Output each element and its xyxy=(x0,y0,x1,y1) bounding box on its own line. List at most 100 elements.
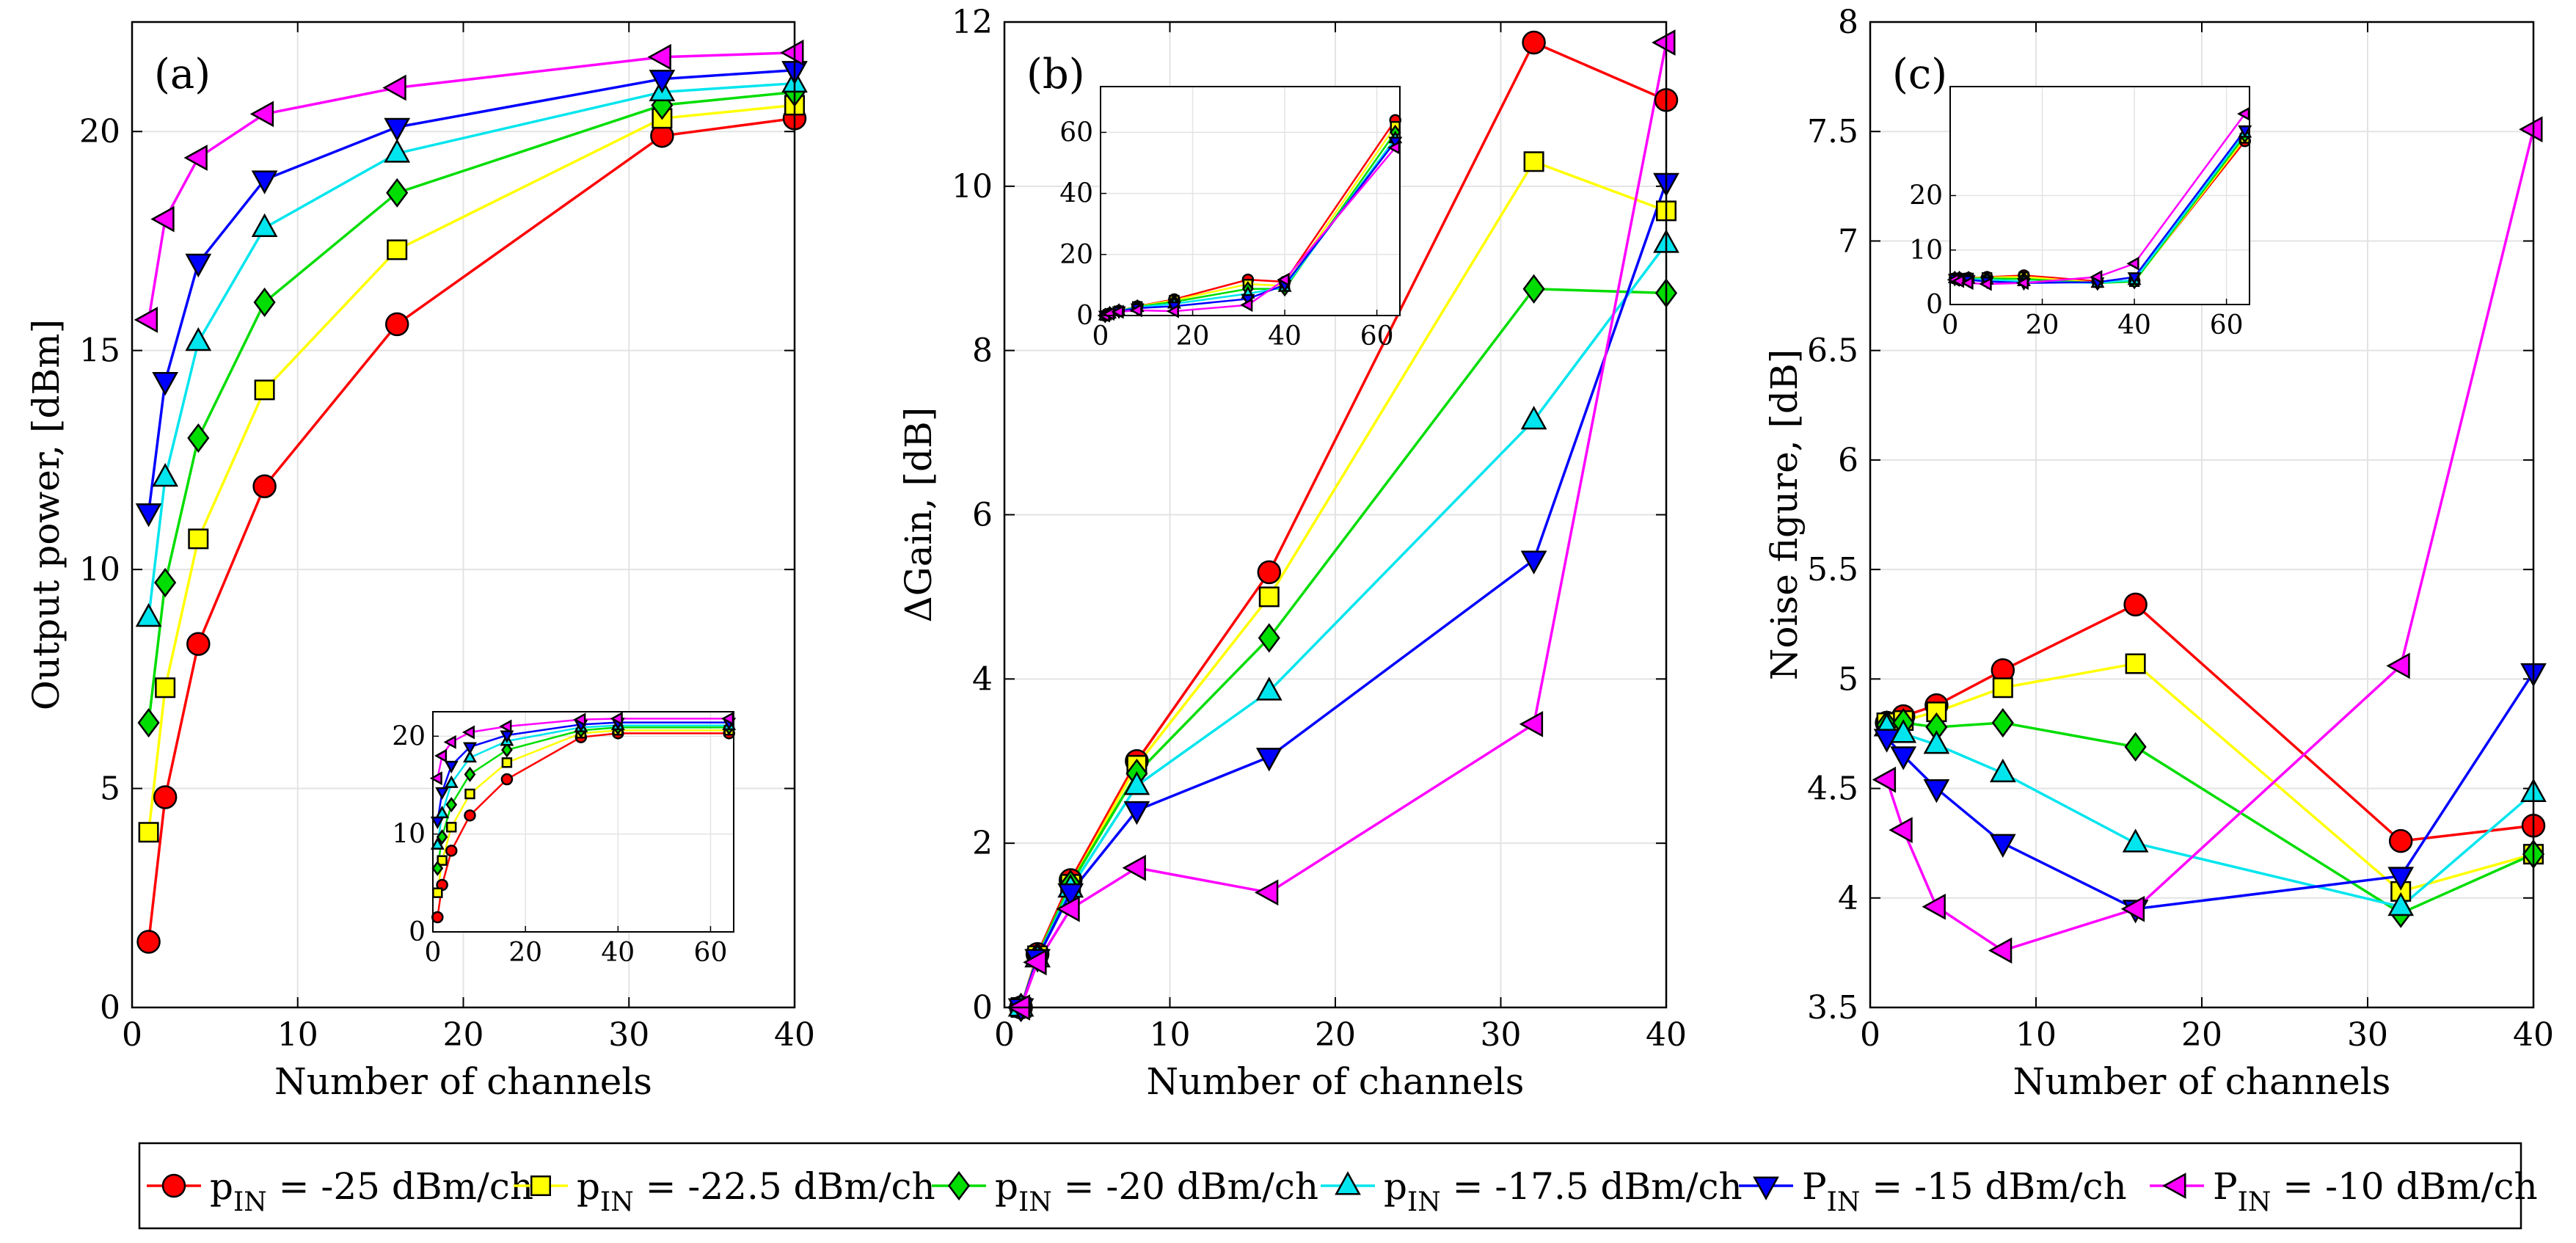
legend-subscript: IN xyxy=(233,1187,267,1217)
data-point-s2 xyxy=(188,528,209,550)
inset-frame xyxy=(1100,86,1401,316)
data-point-s5 xyxy=(185,253,212,278)
legend-value: = -10 dBm/ch xyxy=(2271,1165,2537,1208)
inset-x-tick-label: 20 xyxy=(1176,321,1210,351)
data-point-s1 xyxy=(2388,828,2413,853)
data-point-s6 xyxy=(2386,652,2410,679)
legend-label-2: pIN = -22.5 dBm/ch xyxy=(577,1165,935,1217)
inset-data-point-s6 xyxy=(1166,304,1179,318)
x-tick-label: 20 xyxy=(2181,1016,2222,1054)
inset-b: 0 20 40 60 0 20 40 60 xyxy=(1059,86,1403,351)
data-point-s4 xyxy=(1520,405,1547,430)
data-point-s1 xyxy=(153,785,178,809)
legend-marker-1 xyxy=(161,1173,186,1198)
data-point-s6 xyxy=(1519,711,1544,737)
data-point-s3 xyxy=(386,178,409,208)
inset-data-point-s3 xyxy=(431,860,444,876)
inset-data-point-s5 xyxy=(2127,272,2142,285)
inset-x-tick-label: 0 xyxy=(1092,321,1109,351)
inset-data-point-s6 xyxy=(610,711,623,726)
inset-a: 0 20 40 60 0 10 20 xyxy=(392,711,737,968)
data-point-s6 xyxy=(1872,766,1897,793)
panel-b: 0 10 20 30 40 0 2 4 6 8 10 12 (b) Number of channels Δ… xyxy=(897,4,1687,1103)
y-tick-label: 10 xyxy=(952,168,993,205)
inset-data-point-s2 xyxy=(432,887,443,898)
data-point-s6 xyxy=(1023,949,1047,976)
legend-value: = -25 dBm/ch xyxy=(267,1165,533,1208)
inset-series-line-2 xyxy=(437,729,729,893)
inset-y-tick-label: 20 xyxy=(392,721,426,751)
inset-data-point-s3 xyxy=(445,797,458,813)
inset-data-point-s6 xyxy=(1960,276,1974,291)
legend-marker-3 xyxy=(947,1170,971,1201)
data-point-s6 xyxy=(1122,854,1146,881)
y-tick-label: 7 xyxy=(1838,222,1858,260)
inset-x-tick-label: 20 xyxy=(2026,310,2059,340)
legend-symbol: p xyxy=(995,1165,1018,1208)
inset-x-tick-label: 60 xyxy=(2210,310,2244,340)
inset-data-point-s1 xyxy=(431,911,444,924)
x-axis-label: Number of channels xyxy=(2013,1060,2391,1103)
data-point-s6 xyxy=(150,205,175,233)
legend-label-6: PIN = -10 dBm/ch xyxy=(2213,1165,2538,1217)
data-point-s4 xyxy=(1123,770,1150,795)
inset-x-tick-label: 40 xyxy=(2117,310,2151,340)
inset-data-point-s6 xyxy=(443,734,456,749)
x-tick-label: 0 xyxy=(994,1016,1015,1054)
inset-y-tick-label: 40 xyxy=(1059,179,1093,209)
y-tick-label: 5 xyxy=(1838,660,1858,698)
y-tick-label: 8 xyxy=(1838,4,1858,41)
y-tick-label: 20 xyxy=(79,113,120,150)
legend-symbol: P xyxy=(2213,1165,2238,1208)
data-point-s1 xyxy=(186,632,211,656)
panel-label: (b) xyxy=(1026,51,1085,98)
data-point-s6 xyxy=(1254,879,1279,906)
x-tick-label: 30 xyxy=(1481,1016,1522,1054)
y-tick-label: 7.5 xyxy=(1807,113,1858,150)
data-point-s6 xyxy=(2120,895,2145,922)
data-point-s3 xyxy=(253,287,276,318)
inset-y-tick-label: 60 xyxy=(1059,117,1093,147)
inset-x-tick-label: 20 xyxy=(508,938,542,968)
inset-data-point-s6 xyxy=(1277,272,1290,287)
legend-subscript: IN xyxy=(1407,1187,1441,1217)
panel-label: (c) xyxy=(1892,51,1947,98)
data-point-s2 xyxy=(254,379,275,401)
data-point-s6 xyxy=(1056,895,1080,922)
inset-data-point-s5 xyxy=(2238,125,2252,139)
inset-x-tick-label: 60 xyxy=(694,938,728,968)
inset-data-point-s6 xyxy=(2090,269,2103,284)
y-tick-label: 6 xyxy=(972,497,993,534)
inset-data-point-s6 xyxy=(1387,140,1401,155)
inset-c: 0 20 40 60 0 10 20 xyxy=(1909,86,2252,340)
inset-area xyxy=(433,712,734,932)
data-point-s6 xyxy=(134,307,158,333)
data-point-s3 xyxy=(1522,274,1545,304)
data-point-s5 xyxy=(1520,550,1547,575)
y-axis-label: ΔGain, [dB] xyxy=(897,407,940,623)
data-point-s3 xyxy=(137,707,160,738)
inset-y-tick-label: 20 xyxy=(1909,181,1943,211)
legend-subscript: IN xyxy=(2238,1187,2272,1217)
data-point-s4 xyxy=(135,602,162,627)
legend-value: = -22.5 dBm/ch xyxy=(634,1165,935,1208)
data-point-s4 xyxy=(1989,758,2016,783)
data-point-s4 xyxy=(1923,730,1950,754)
inset-x-tick-label: 60 xyxy=(1360,321,1394,351)
inset-y-tick-label: 0 xyxy=(1926,290,1943,320)
inset-data-point-s6 xyxy=(721,711,734,726)
legend-label-1: pIN = -25 dBm/ch xyxy=(210,1165,533,1217)
x-tick-label: 0 xyxy=(1860,1016,1880,1054)
inset-frame xyxy=(432,711,734,933)
x-tick-label: 20 xyxy=(1315,1016,1356,1054)
y-axis-label: Output power, [dBm] xyxy=(25,319,67,710)
data-point-s2 xyxy=(1926,701,1947,723)
legend-marker-5 xyxy=(1753,1176,1779,1200)
x-tick-label: 40 xyxy=(2513,1016,2554,1054)
inset-series-line-4 xyxy=(437,724,729,845)
inset-data-point-s6 xyxy=(461,725,475,740)
x-axis-label: Number of channels xyxy=(1147,1060,1525,1103)
inset-data-point-s6 xyxy=(1101,307,1115,321)
x-axis-label: Number of channels xyxy=(274,1060,652,1103)
